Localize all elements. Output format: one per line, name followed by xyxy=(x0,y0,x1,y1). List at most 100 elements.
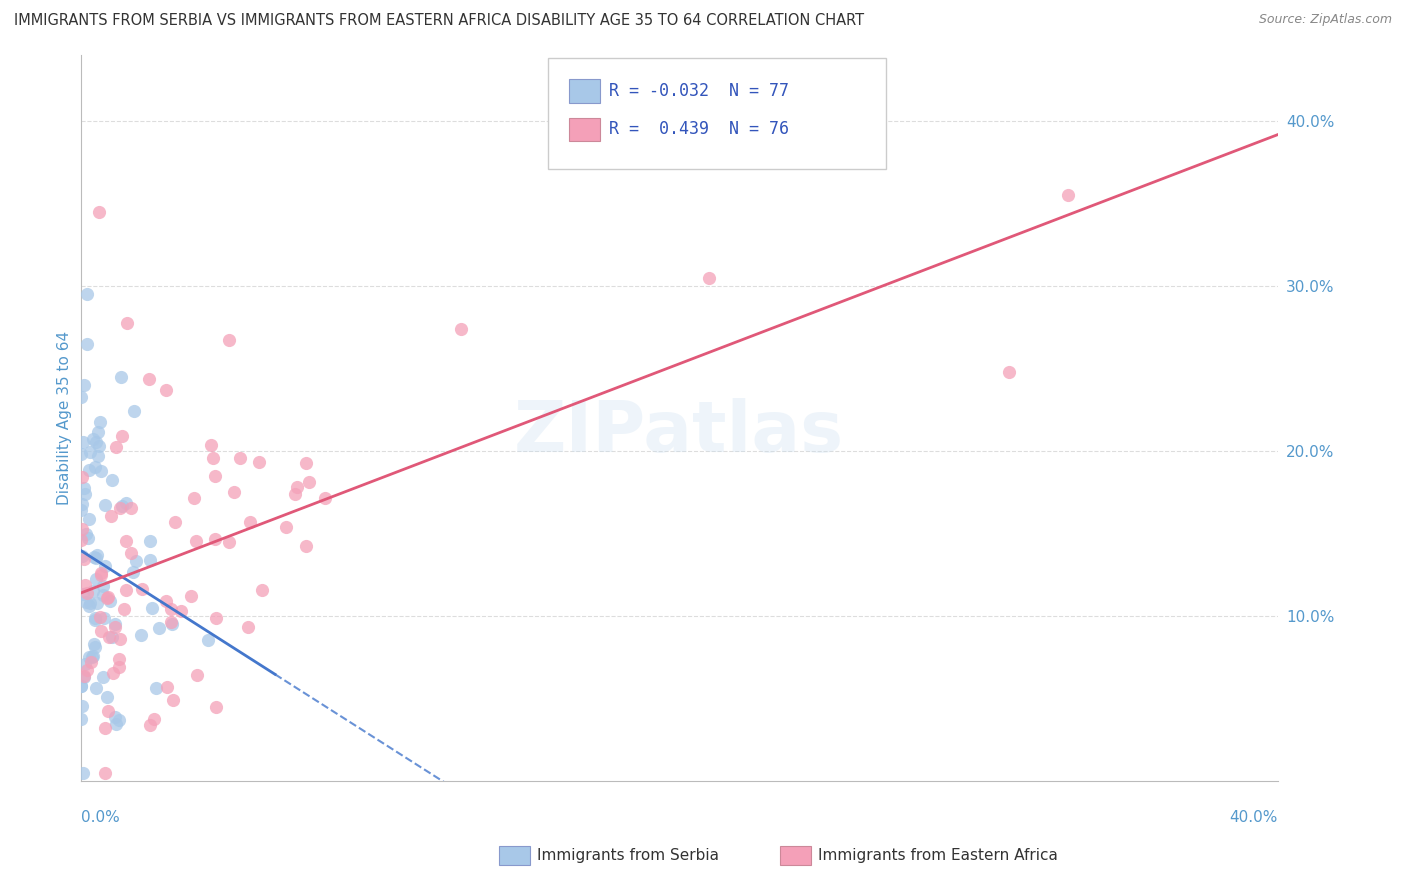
Point xyxy=(274,520,297,534)
Y-axis label: Disability Age 35 to 64: Disability Age 35 to 64 xyxy=(58,331,72,505)
Point xyxy=(84,681,107,695)
Point xyxy=(97,590,120,604)
Point xyxy=(115,496,138,510)
Point xyxy=(96,690,118,704)
Point xyxy=(218,333,240,347)
Point xyxy=(163,515,186,529)
Point xyxy=(115,583,138,598)
Point xyxy=(75,595,97,609)
Text: R = -0.032  N = 77: R = -0.032 N = 77 xyxy=(609,82,789,100)
Point xyxy=(82,432,104,446)
Text: 40.0%: 40.0% xyxy=(1230,810,1278,825)
Point xyxy=(112,602,135,616)
Point xyxy=(86,435,108,450)
Point xyxy=(70,698,93,713)
Point xyxy=(73,669,96,683)
Point xyxy=(90,566,112,580)
Point xyxy=(94,559,117,574)
Point xyxy=(84,551,107,566)
Point xyxy=(104,717,127,731)
Point xyxy=(145,681,167,695)
Point xyxy=(79,599,101,614)
Point xyxy=(90,567,112,582)
Point xyxy=(101,630,124,644)
Point xyxy=(87,425,110,440)
Point xyxy=(77,531,100,545)
Point xyxy=(73,487,96,501)
Point xyxy=(138,372,160,386)
Point xyxy=(110,500,132,515)
Point xyxy=(239,515,262,529)
Point xyxy=(73,670,96,684)
Point xyxy=(125,554,148,568)
Point xyxy=(160,601,183,615)
Point xyxy=(131,582,153,597)
Point xyxy=(72,765,94,780)
Point xyxy=(72,522,94,536)
Point xyxy=(84,572,107,586)
Point xyxy=(120,501,142,516)
Point xyxy=(76,663,98,677)
Point xyxy=(76,527,98,541)
Point xyxy=(295,456,318,470)
Point xyxy=(70,679,93,693)
Point xyxy=(284,487,307,501)
Point xyxy=(83,550,105,565)
Point xyxy=(79,444,101,458)
Point xyxy=(200,438,222,452)
Point xyxy=(83,459,105,474)
Point xyxy=(122,566,145,580)
Point xyxy=(236,620,259,634)
Point xyxy=(120,546,142,560)
Point xyxy=(197,632,219,647)
Point xyxy=(104,710,127,724)
Point xyxy=(73,552,96,566)
Point xyxy=(98,631,121,645)
Point xyxy=(72,587,94,601)
Point xyxy=(94,721,117,735)
Text: 0.0%: 0.0% xyxy=(80,810,120,825)
Point xyxy=(82,648,104,663)
Point xyxy=(93,611,115,625)
Point xyxy=(450,321,472,335)
Point xyxy=(89,610,111,624)
Point xyxy=(83,640,105,655)
Point xyxy=(90,464,112,478)
Point xyxy=(160,615,183,630)
Point xyxy=(75,657,97,672)
Text: IMMIGRANTS FROM SERBIA VS IMMIGRANTS FROM EASTERN AFRICA DISABILITY AGE 35 TO 64: IMMIGRANTS FROM SERBIA VS IMMIGRANTS FRO… xyxy=(14,13,865,29)
Point xyxy=(80,655,103,669)
Point xyxy=(139,718,162,732)
Point xyxy=(79,596,101,610)
Point xyxy=(86,596,108,610)
Point xyxy=(91,579,114,593)
Point xyxy=(82,584,104,599)
Point xyxy=(91,670,114,684)
Point xyxy=(84,610,107,624)
Point xyxy=(155,594,177,608)
Point xyxy=(70,497,93,511)
Point xyxy=(72,549,94,563)
Point xyxy=(76,287,98,301)
Point xyxy=(104,617,127,632)
Point xyxy=(86,548,108,562)
Point xyxy=(77,650,100,665)
Point xyxy=(101,473,124,487)
Point xyxy=(111,429,134,443)
Text: ZIPatlas: ZIPatlas xyxy=(515,398,844,467)
Point xyxy=(87,449,110,463)
Point xyxy=(70,713,93,727)
Point xyxy=(93,498,115,512)
Point xyxy=(77,512,100,526)
Point xyxy=(98,593,121,607)
Point xyxy=(204,533,226,547)
Point xyxy=(183,491,205,505)
Text: Immigrants from Eastern Africa: Immigrants from Eastern Africa xyxy=(818,848,1059,863)
Point xyxy=(124,404,146,418)
Point xyxy=(70,447,93,461)
Point xyxy=(108,632,131,646)
Point xyxy=(142,712,165,726)
Point xyxy=(72,470,94,484)
Point xyxy=(108,652,131,666)
Point xyxy=(160,617,183,632)
